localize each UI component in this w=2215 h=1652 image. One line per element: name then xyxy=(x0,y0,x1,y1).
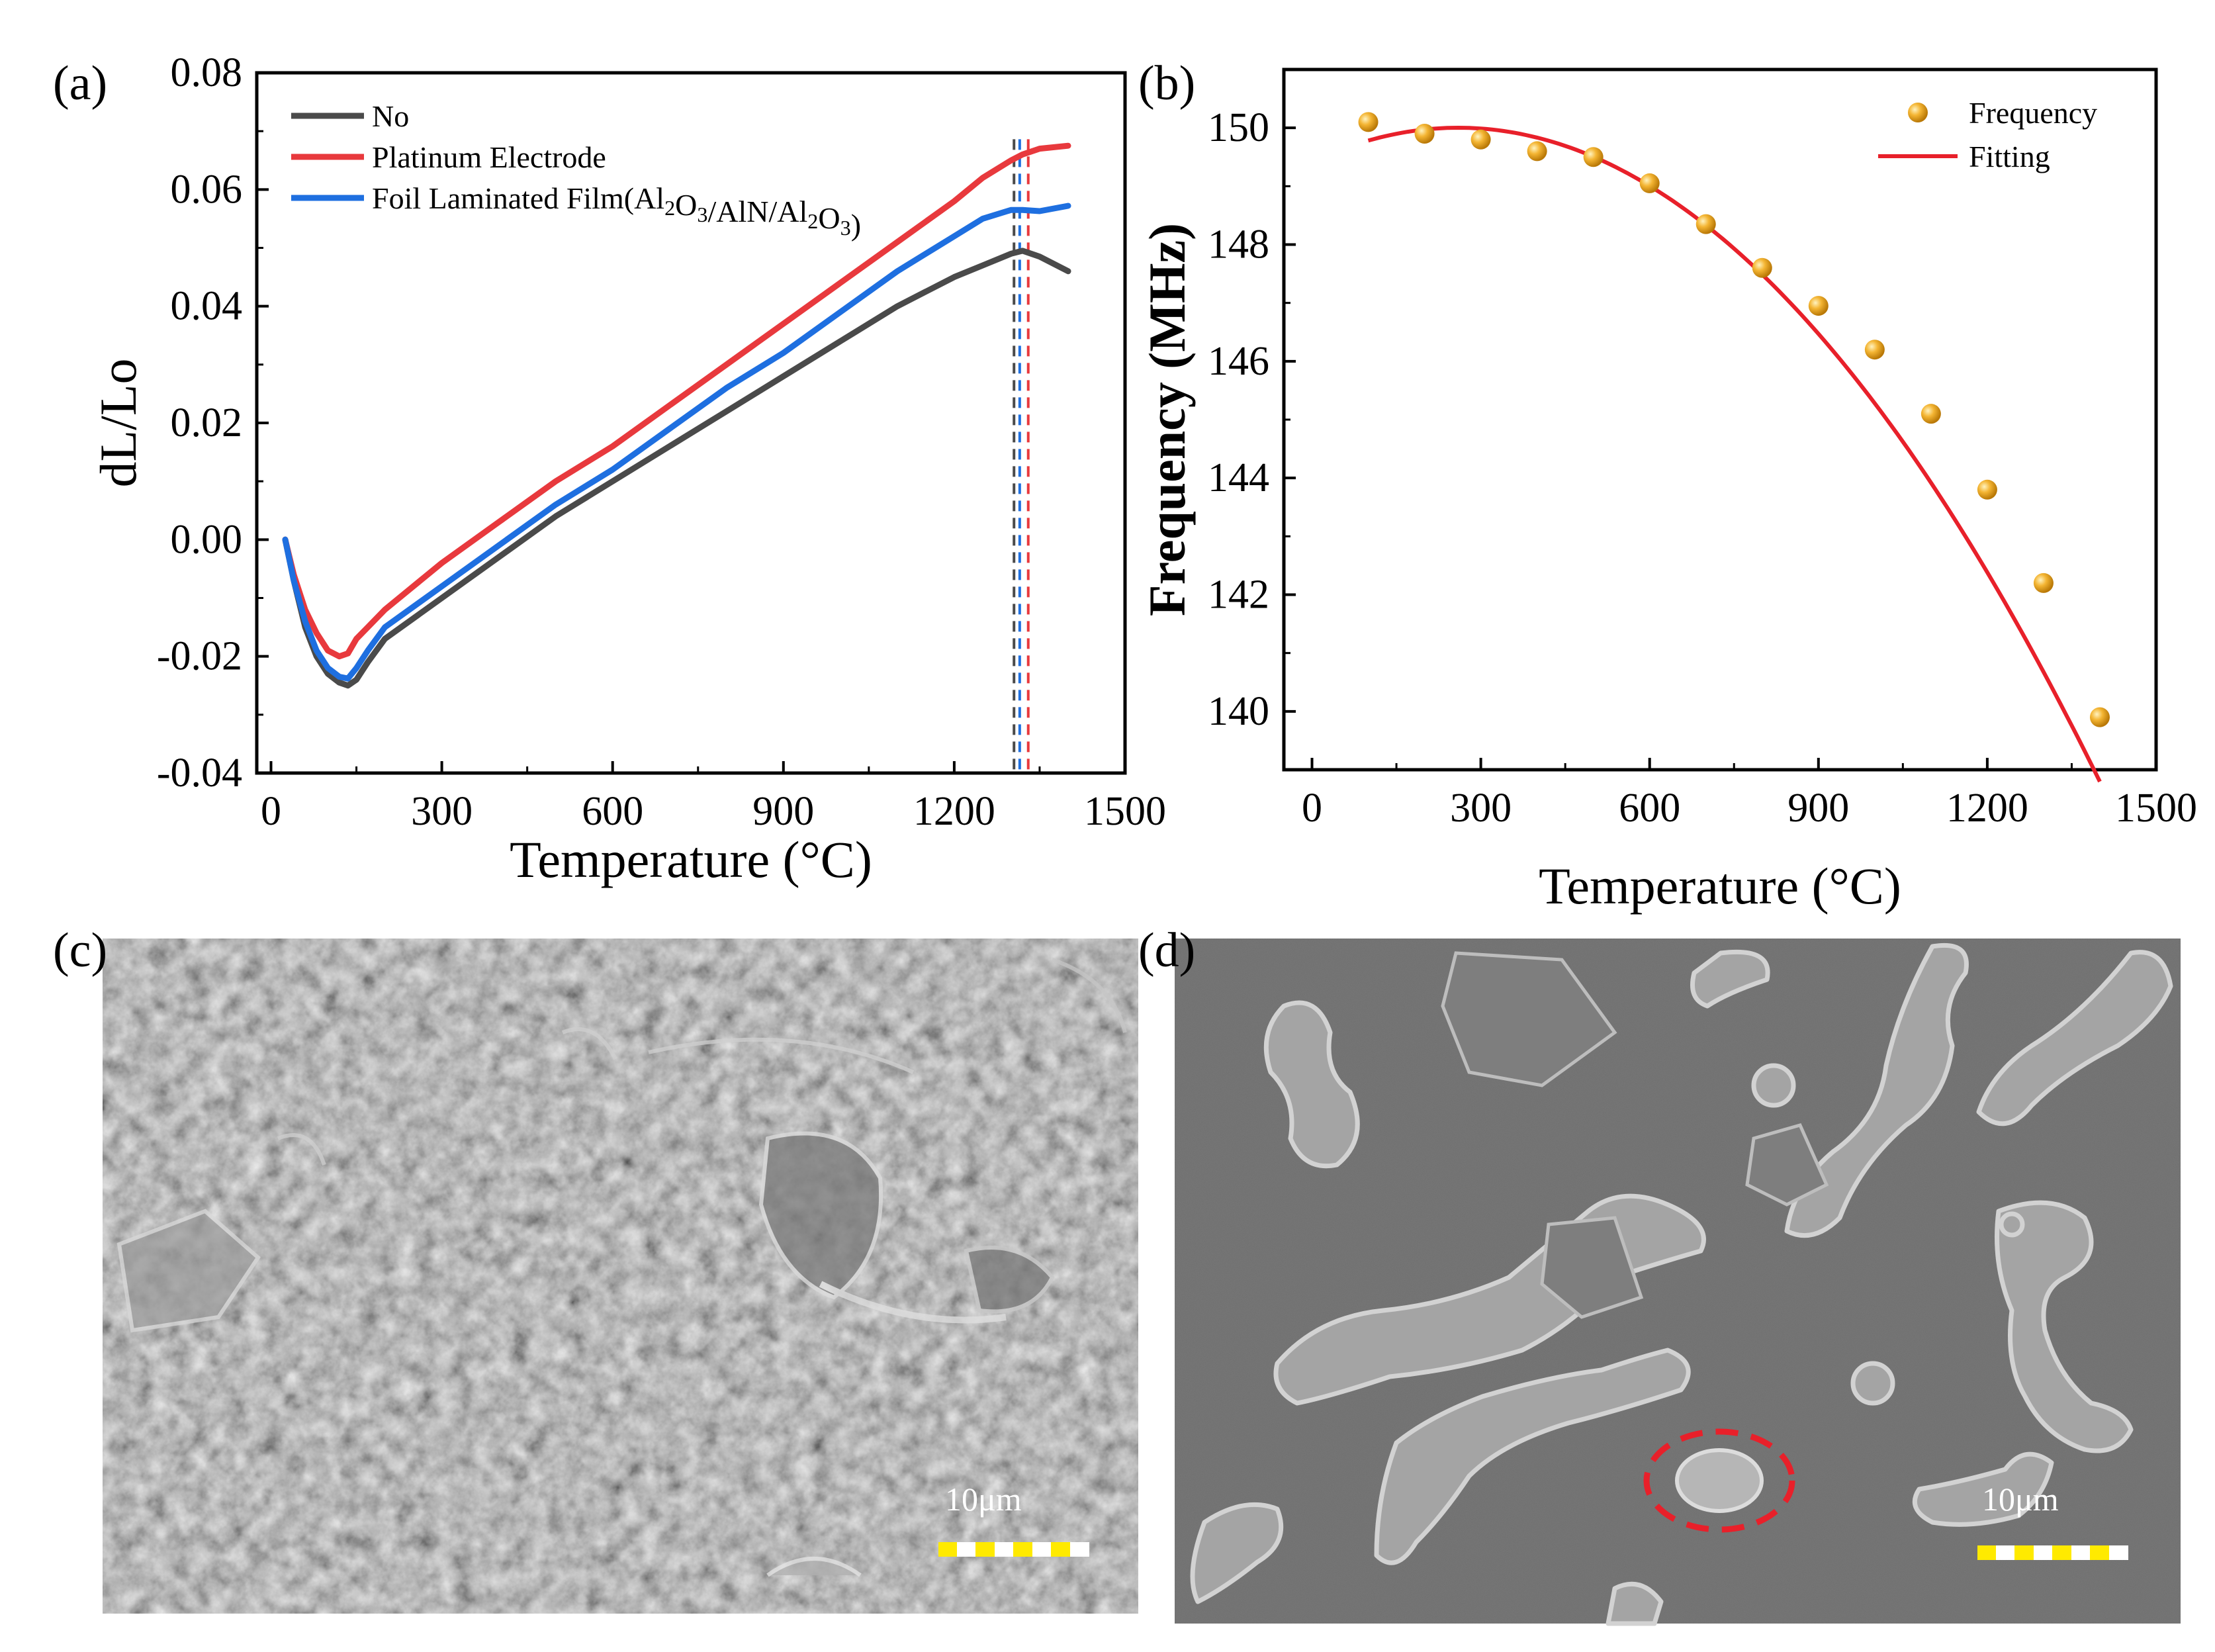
chart-a-legend-label: No xyxy=(372,99,409,133)
chart-a-y-tick-label: -0.02 xyxy=(157,634,242,679)
chart-b-data-point xyxy=(2033,573,2054,593)
chart-a-series-line xyxy=(282,203,1071,682)
chart-b-data-point xyxy=(1864,340,1885,360)
chart-b-x-axis-title: Temperature (°C) xyxy=(1539,857,1901,915)
chart-b-x-tick-label: 1500 xyxy=(2115,786,2197,831)
chart-a-y-tick-label: -0.04 xyxy=(157,751,242,796)
chart-b-data-point xyxy=(1527,141,1547,161)
chart-a-plot-area xyxy=(282,139,1071,773)
chart-a-legend-label: Platinum Electrode xyxy=(372,140,606,174)
chart-b-y-tick-label: 142 xyxy=(1208,573,1269,618)
chart-b-data-point xyxy=(1470,129,1491,150)
chart-b-data-point xyxy=(1583,147,1604,167)
chart-a-y-tick-label: 0.00 xyxy=(171,517,243,562)
chart-b-data-point xyxy=(1921,404,1941,424)
chart-a-plot-frame xyxy=(255,71,1127,775)
chart-b-data-point xyxy=(1977,479,1997,500)
chart-b-y-tick-label: 148 xyxy=(1208,222,1269,267)
chart-b-data-point xyxy=(1639,173,1660,193)
chart-b-legend-label: Fitting xyxy=(1969,140,2050,173)
chart-a-y-tick-label: 0.04 xyxy=(171,284,243,329)
chart-b-data-point xyxy=(1414,123,1435,144)
chart-a-y-tick-label: 0.08 xyxy=(171,50,243,95)
chart-b-x-tick-label: 0 xyxy=(1302,786,1322,831)
chart-a-series-line xyxy=(282,248,1071,689)
panel-label-d: (d) xyxy=(1138,923,1195,978)
chart-b-data-point xyxy=(1808,296,1829,316)
scale-label-c: 10μm xyxy=(945,1481,1022,1518)
chart-a-x-tick-label: 900 xyxy=(752,789,814,834)
chart-b-data-point xyxy=(1752,257,1772,278)
chart-a-x-tick-label: 300 xyxy=(411,789,473,834)
chart-b-data-point xyxy=(2089,707,2110,727)
scale-bar-c xyxy=(938,1542,1089,1557)
surface-features xyxy=(116,958,1127,1577)
chart-b-y-axis-title: Frequency (MHz) xyxy=(1138,223,1196,616)
chart-b-y-tick-label: 146 xyxy=(1208,339,1269,384)
chart-b-y-tick-label: 150 xyxy=(1208,105,1269,150)
chart-b-plot-frame xyxy=(1282,68,2158,772)
panel-label-c: (c) xyxy=(53,923,107,978)
chart-b-fit-line xyxy=(1367,125,2102,783)
chart-b-data-point xyxy=(1358,112,1379,132)
chart-b-y-tick-label: 140 xyxy=(1208,689,1269,734)
chart-b-legend-label: Frequency xyxy=(1969,96,2097,130)
chart-b: 0 300 600 900 1200 1500 140 142 144 146 148 150 Temp… xyxy=(1138,68,2197,915)
chart-a-y-axis-title: dL/Lo xyxy=(89,359,147,488)
chart-b-legend-swatch xyxy=(1908,103,1928,122)
chart-b-plot-area xyxy=(1358,112,2110,783)
chart-a-y-tick-label: 0.02 xyxy=(171,400,243,445)
chart-b-x-tick-label: 600 xyxy=(1619,786,1680,831)
chart-a: 0 300 600 900 1200 1500 -0.04 -0.02 0.00 0.02 0.04… xyxy=(89,50,1166,888)
chart-a-series-line xyxy=(282,142,1071,660)
crystal-features xyxy=(1441,951,1829,1319)
highlight-ellipse xyxy=(1643,1428,1795,1533)
chart-a-y-tick-label: 0.06 xyxy=(171,167,243,212)
chart-a-x-tick-label: 600 xyxy=(582,789,643,834)
chart-b-x-tick-label: 300 xyxy=(1450,786,1512,831)
micrograph-d: 10μm xyxy=(1175,939,2181,1626)
chart-b-data-point xyxy=(1695,214,1716,234)
chart-a-legend-label: Foil Laminated Film(Al2O3/AlN/Al2O3) xyxy=(372,181,861,242)
chart-a-x-tick-label: 1200 xyxy=(913,789,995,834)
chart-a-x-tick-label: 1500 xyxy=(1084,789,1166,834)
scale-bar-d xyxy=(1977,1545,2128,1560)
panel-label-b: (b) xyxy=(1138,56,1195,111)
chart-b-x-tick-label: 1200 xyxy=(1946,786,2028,831)
chart-a-x-tick-label: 0 xyxy=(261,789,281,834)
chart-a-x-axis-title: Temperature (°C) xyxy=(510,831,872,888)
scale-label-d: 10μm xyxy=(1982,1481,2059,1518)
micrograph-c: 10μm xyxy=(103,939,1138,1614)
chart-b-x-tick-label: 900 xyxy=(1787,786,1849,831)
chart-b-y-tick-label: 144 xyxy=(1208,455,1269,500)
panel-label-a: (a) xyxy=(53,56,107,111)
